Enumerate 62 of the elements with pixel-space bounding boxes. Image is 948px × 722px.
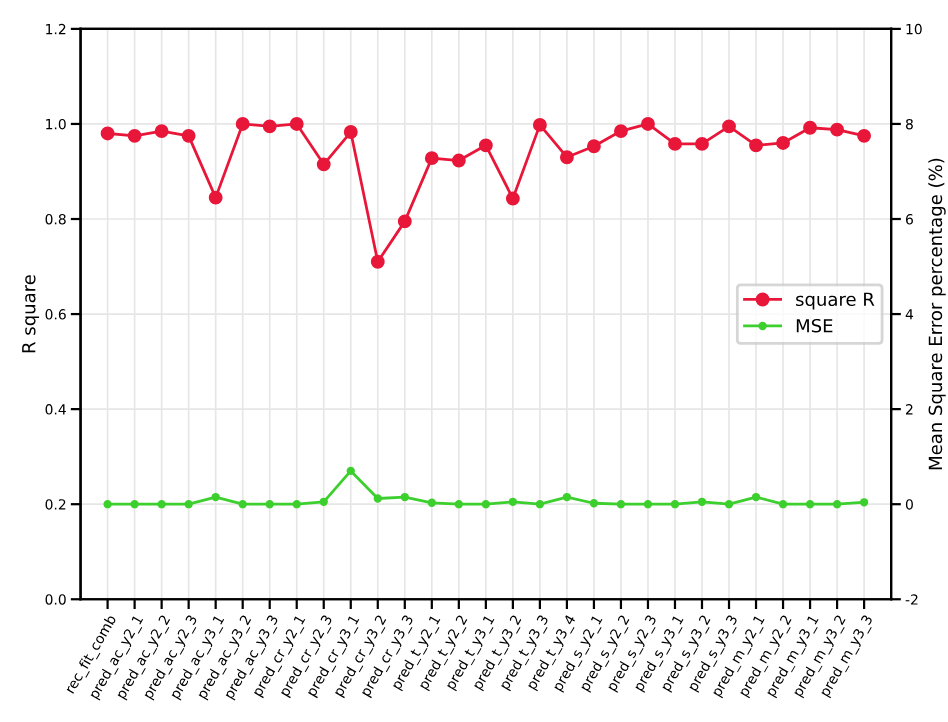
y-axis-title: R square bbox=[22, 275, 40, 353]
point bbox=[613, 124, 628, 139]
point bbox=[424, 151, 439, 166]
point bbox=[857, 128, 872, 143]
point bbox=[830, 122, 845, 137]
point bbox=[478, 138, 493, 153]
point bbox=[157, 500, 166, 509]
point bbox=[778, 500, 788, 509]
point bbox=[289, 117, 304, 131]
point bbox=[262, 119, 277, 134]
point bbox=[211, 492, 220, 502]
point bbox=[454, 500, 463, 509]
point bbox=[803, 120, 818, 135]
point bbox=[343, 125, 358, 139]
point bbox=[397, 214, 412, 229]
point bbox=[100, 126, 115, 141]
point bbox=[181, 128, 196, 143]
point bbox=[319, 497, 328, 506]
point bbox=[562, 492, 572, 502]
point bbox=[451, 153, 466, 168]
point bbox=[292, 500, 301, 509]
point bbox=[697, 497, 707, 506]
point bbox=[586, 139, 601, 154]
point bbox=[127, 128, 142, 143]
point bbox=[316, 157, 331, 172]
point bbox=[643, 500, 653, 509]
point bbox=[346, 466, 355, 476]
point bbox=[695, 136, 709, 151]
point bbox=[154, 124, 169, 139]
point bbox=[235, 117, 250, 131]
point bbox=[535, 500, 545, 509]
point bbox=[805, 500, 815, 509]
point bbox=[238, 500, 247, 509]
point bbox=[505, 191, 520, 206]
point bbox=[751, 492, 761, 502]
point bbox=[400, 492, 409, 502]
point bbox=[508, 497, 518, 506]
point bbox=[668, 136, 682, 151]
point bbox=[370, 254, 385, 269]
point bbox=[589, 499, 599, 508]
point bbox=[208, 190, 223, 205]
y2-axis-title: Mean Square Error percentage (%) bbox=[928, 158, 946, 470]
point bbox=[130, 500, 139, 509]
point bbox=[722, 119, 736, 134]
legend-label: MSE bbox=[796, 318, 833, 333]
point bbox=[103, 500, 112, 509]
point bbox=[616, 500, 626, 509]
point bbox=[776, 136, 790, 150]
point bbox=[641, 117, 655, 131]
point bbox=[724, 500, 734, 509]
point bbox=[481, 500, 491, 509]
point bbox=[859, 498, 869, 507]
point bbox=[427, 498, 436, 507]
point bbox=[670, 500, 680, 509]
legend-label: square R bbox=[796, 292, 875, 310]
point bbox=[832, 500, 842, 509]
point bbox=[265, 500, 274, 509]
point bbox=[184, 500, 193, 509]
point bbox=[532, 117, 547, 132]
point bbox=[373, 494, 382, 503]
point bbox=[749, 138, 763, 153]
point bbox=[559, 150, 574, 165]
